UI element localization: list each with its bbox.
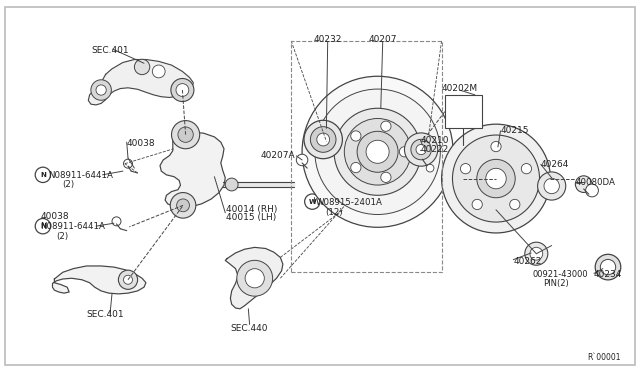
Ellipse shape bbox=[486, 168, 506, 189]
Polygon shape bbox=[160, 132, 225, 208]
Ellipse shape bbox=[525, 242, 548, 265]
Ellipse shape bbox=[399, 147, 410, 157]
Text: 40234: 40234 bbox=[594, 270, 622, 279]
Ellipse shape bbox=[296, 154, 308, 166]
Ellipse shape bbox=[357, 131, 398, 172]
Text: 40264: 40264 bbox=[541, 160, 569, 169]
Ellipse shape bbox=[35, 167, 51, 183]
Polygon shape bbox=[88, 60, 193, 105]
Ellipse shape bbox=[530, 247, 543, 260]
Ellipse shape bbox=[575, 176, 592, 192]
Bar bbox=[445, 95, 482, 128]
Ellipse shape bbox=[177, 199, 189, 212]
Ellipse shape bbox=[225, 178, 238, 191]
Text: N08911-6441A: N08911-6441A bbox=[48, 171, 113, 180]
Ellipse shape bbox=[509, 199, 520, 209]
Ellipse shape bbox=[91, 80, 111, 100]
Ellipse shape bbox=[171, 78, 194, 102]
Ellipse shape bbox=[118, 270, 138, 289]
Ellipse shape bbox=[544, 178, 559, 194]
Ellipse shape bbox=[305, 194, 320, 209]
Ellipse shape bbox=[317, 133, 330, 146]
Ellipse shape bbox=[426, 164, 434, 172]
Ellipse shape bbox=[112, 217, 121, 226]
Ellipse shape bbox=[351, 131, 361, 141]
Text: N: N bbox=[40, 223, 46, 229]
Text: 40207A: 40207A bbox=[261, 151, 296, 160]
Polygon shape bbox=[52, 266, 146, 294]
Text: SEC.401: SEC.401 bbox=[86, 310, 124, 319]
Ellipse shape bbox=[404, 133, 438, 166]
Text: R`00001: R`00001 bbox=[588, 353, 621, 362]
Ellipse shape bbox=[170, 193, 196, 218]
Ellipse shape bbox=[477, 159, 515, 198]
Ellipse shape bbox=[315, 89, 440, 215]
Ellipse shape bbox=[600, 259, 616, 275]
Ellipse shape bbox=[237, 260, 273, 296]
Text: N: N bbox=[40, 172, 46, 178]
FancyBboxPatch shape bbox=[5, 7, 635, 365]
Text: 00921-43000: 00921-43000 bbox=[532, 270, 588, 279]
Polygon shape bbox=[223, 182, 294, 187]
Text: 40210: 40210 bbox=[420, 136, 449, 145]
Ellipse shape bbox=[522, 164, 532, 174]
Ellipse shape bbox=[452, 135, 540, 222]
Ellipse shape bbox=[96, 85, 106, 95]
Polygon shape bbox=[225, 247, 283, 309]
Ellipse shape bbox=[35, 218, 51, 234]
Text: (12): (12) bbox=[325, 208, 343, 217]
Ellipse shape bbox=[176, 84, 189, 96]
Ellipse shape bbox=[460, 164, 470, 174]
Ellipse shape bbox=[124, 159, 132, 168]
Text: N08911-6441A: N08911-6441A bbox=[40, 222, 105, 231]
Ellipse shape bbox=[538, 172, 566, 200]
Ellipse shape bbox=[134, 59, 150, 75]
Ellipse shape bbox=[366, 140, 389, 163]
Text: 40038: 40038 bbox=[40, 212, 69, 221]
Ellipse shape bbox=[172, 121, 200, 149]
Ellipse shape bbox=[245, 269, 264, 288]
Ellipse shape bbox=[351, 163, 361, 173]
Ellipse shape bbox=[595, 254, 621, 280]
Text: W08915-2401A: W08915-2401A bbox=[316, 198, 382, 207]
Text: PIN(2): PIN(2) bbox=[543, 279, 568, 288]
Text: 40080DA: 40080DA bbox=[576, 178, 616, 187]
Ellipse shape bbox=[442, 124, 550, 233]
Text: 40207: 40207 bbox=[369, 35, 397, 44]
Text: 40222: 40222 bbox=[420, 145, 449, 154]
Text: 40014 (RH): 40014 (RH) bbox=[226, 205, 277, 214]
Ellipse shape bbox=[152, 65, 165, 78]
Ellipse shape bbox=[491, 141, 501, 152]
Text: 40215: 40215 bbox=[500, 126, 529, 135]
Text: W: W bbox=[308, 199, 316, 205]
Text: 40038: 40038 bbox=[127, 139, 156, 148]
Text: SEC.440: SEC.440 bbox=[231, 324, 268, 333]
Text: 40015 (LH): 40015 (LH) bbox=[226, 213, 276, 222]
Ellipse shape bbox=[302, 76, 453, 227]
Text: 40232: 40232 bbox=[314, 35, 342, 44]
Ellipse shape bbox=[304, 120, 342, 159]
Text: (2): (2) bbox=[56, 232, 68, 241]
Ellipse shape bbox=[344, 119, 411, 185]
Ellipse shape bbox=[411, 139, 431, 160]
Ellipse shape bbox=[381, 121, 391, 131]
Text: 40202M: 40202M bbox=[442, 84, 477, 93]
Text: (2): (2) bbox=[63, 180, 75, 189]
Ellipse shape bbox=[381, 172, 391, 182]
Ellipse shape bbox=[124, 275, 132, 284]
Ellipse shape bbox=[416, 144, 426, 155]
Ellipse shape bbox=[310, 127, 336, 152]
Ellipse shape bbox=[334, 108, 421, 195]
Ellipse shape bbox=[178, 127, 193, 142]
Text: SEC.401: SEC.401 bbox=[92, 46, 129, 55]
Text: 40262: 40262 bbox=[513, 257, 541, 266]
Ellipse shape bbox=[586, 184, 598, 197]
Ellipse shape bbox=[472, 199, 483, 209]
